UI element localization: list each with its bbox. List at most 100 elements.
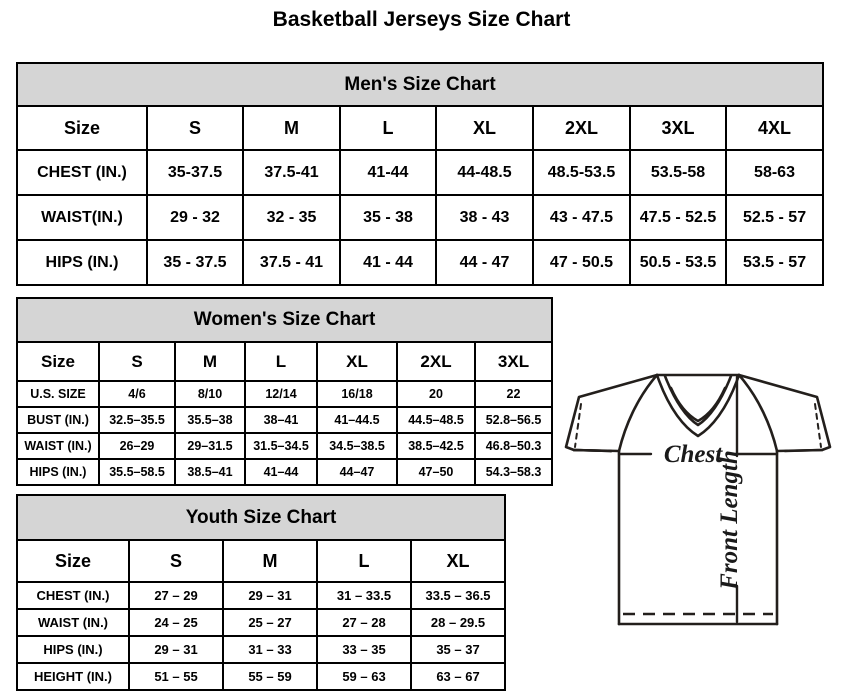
womens-hips-2xl: 47–50 — [396, 458, 476, 486]
table-row: U.S. SIZE 4/6 8/10 12/14 16/18 20 22 — [16, 380, 554, 408]
womens-bust-2xl: 44.5–48.5 — [396, 406, 476, 434]
youth-chest-s: 27 – 29 — [128, 581, 224, 610]
womens-hips-m: 38.5–41 — [174, 458, 246, 486]
table-row: WAIST(IN.) 29 - 32 32 - 35 35 - 38 38 - … — [16, 194, 825, 241]
youth-waist-s: 24 – 25 — [128, 608, 224, 637]
mens-waist-xl: 38 - 43 — [435, 194, 534, 241]
womens-header-m: M — [174, 341, 246, 382]
womens-header-size: Size — [16, 341, 100, 382]
jersey-outline-icon — [564, 373, 832, 626]
mens-chest-s: 35-37.5 — [146, 149, 244, 196]
womens-row-label-hips: HIPS (IN.) — [16, 458, 100, 486]
womens-ussize-2xl: 20 — [396, 380, 476, 408]
mens-section-title: Men's Size Chart — [15, 62, 825, 107]
mens-chest-xl: 44-48.5 — [435, 149, 534, 196]
womens-waist-3xl: 46.8–50.3 — [473, 432, 554, 460]
mens-waist-3xl: 47.5 - 52.5 — [629, 194, 727, 241]
table-row: CHEST (IN.) 35-37.5 37.5-41 41-44 44-48.… — [16, 149, 825, 196]
youth-header-s: S — [128, 539, 224, 583]
mens-header-size: Size — [16, 105, 148, 151]
womens-ussize-m: 8/10 — [174, 380, 246, 408]
womens-bust-xl: 41–44.5 — [316, 406, 398, 434]
youth-height-xl: 63 – 67 — [409, 662, 507, 691]
womens-hips-l: 41–44 — [244, 458, 318, 486]
mens-header-4xl: 4XL — [724, 105, 825, 151]
womens-hips-s: 35.5–58.5 — [98, 458, 176, 486]
mens-waist-2xl: 43 - 47.5 — [532, 194, 631, 241]
mens-chest-l: 41-44 — [339, 149, 437, 196]
womens-waist-l: 31.5–34.5 — [244, 432, 318, 460]
youth-header-l: L — [316, 539, 412, 583]
youth-row-label-hips: HIPS (IN.) — [16, 635, 130, 664]
womens-header-2xl: 2XL — [396, 341, 476, 382]
womens-row-label-waist: WAIST (IN.) — [16, 432, 100, 460]
youth-header-m: M — [222, 539, 318, 583]
table-row: HIPS (IN.) 35.5–58.5 38.5–41 41–44 44–47… — [16, 458, 554, 486]
table-row: WAIST (IN.) 24 – 25 25 – 27 27 – 28 28 –… — [16, 608, 507, 637]
womens-waist-s: 26–29 — [98, 432, 176, 460]
womens-ussize-l: 12/14 — [244, 380, 318, 408]
youth-hips-m: 31 – 33 — [222, 635, 318, 664]
mens-waist-4xl: 52.5 - 57 — [724, 194, 825, 241]
youth-row-label-height: HEIGHT (IN.) — [16, 662, 130, 691]
mens-hips-xl: 44 - 47 — [435, 239, 534, 286]
mens-chest-4xl: 58-63 — [724, 149, 825, 196]
mens-row-label-hips: HIPS (IN.) — [16, 239, 148, 286]
sleeve-cuff-dashed-lines — [574, 403, 822, 448]
youth-chest-l: 31 – 33.5 — [316, 581, 412, 610]
youth-section-title-row: Youth Size Chart — [15, 494, 507, 541]
womens-header-l: L — [244, 341, 318, 382]
mens-header-l: L — [339, 105, 437, 151]
mens-hips-m: 37.5 - 41 — [242, 239, 341, 286]
page-title: Basketball Jerseys Size Chart — [272, 8, 571, 31]
womens-bust-m: 35.5–38 — [174, 406, 246, 434]
womens-header-row: Size S M L XL 2XL 3XL — [16, 341, 554, 382]
mens-header-2xl: 2XL — [532, 105, 631, 151]
front-length-measure-label: Front Length — [716, 450, 743, 591]
womens-row-label-us-size: U.S. SIZE — [16, 380, 100, 408]
mens-header-m: M — [242, 105, 341, 151]
youth-row-label-chest: CHEST (IN.) — [16, 581, 130, 610]
youth-chest-m: 29 – 31 — [222, 581, 318, 610]
mens-hips-l: 41 - 44 — [339, 239, 437, 286]
womens-section-title-row: Women's Size Chart — [15, 297, 554, 343]
mens-hips-3xl: 50.5 - 53.5 — [629, 239, 727, 286]
youth-chest-xl: 33.5 – 36.5 — [409, 581, 507, 610]
youth-header-row: Size S M L XL — [16, 539, 507, 583]
womens-section-title: Women's Size Chart — [15, 297, 554, 343]
youth-height-l: 59 – 63 — [316, 662, 412, 691]
womens-header-3xl: 3XL — [473, 341, 554, 382]
womens-size-chart-table: Women's Size Chart Size S M L XL 2XL 3XL… — [15, 297, 554, 486]
youth-hips-xl: 35 – 37 — [409, 635, 507, 664]
youth-hips-s: 29 – 31 — [128, 635, 224, 664]
womens-ussize-s: 4/6 — [98, 380, 176, 408]
womens-header-xl: XL — [316, 341, 398, 382]
womens-bust-s: 32.5–35.5 — [98, 406, 176, 434]
mens-waist-m: 32 - 35 — [242, 194, 341, 241]
mens-waist-s: 29 - 32 — [146, 194, 244, 241]
mens-waist-l: 35 - 38 — [339, 194, 437, 241]
youth-size-chart-table: Youth Size Chart Size S M L XL CHEST (IN… — [15, 494, 507, 691]
jersey-measurement-diagram: Chest Front Length — [553, 350, 843, 670]
youth-height-s: 51 – 55 — [128, 662, 224, 691]
mens-row-label-chest: CHEST (IN.) — [16, 149, 148, 196]
youth-section-title: Youth Size Chart — [15, 494, 507, 541]
youth-header-xl: XL — [409, 539, 507, 583]
youth-hips-l: 33 – 35 — [316, 635, 412, 664]
womens-bust-3xl: 52.8–56.5 — [473, 406, 554, 434]
table-row: WAIST (IN.) 26–29 29–31.5 31.5–34.5 34.5… — [16, 432, 554, 460]
chest-measure-label: Chest — [664, 441, 723, 468]
mens-row-label-waist: WAIST(IN.) — [16, 194, 148, 241]
right-cuff-dashed-line — [814, 403, 822, 448]
mens-header-3xl: 3XL — [629, 105, 727, 151]
womens-hips-3xl: 54.3–58.3 — [473, 458, 554, 486]
mens-chest-m: 37.5-41 — [242, 149, 341, 196]
mens-section-title-row: Men's Size Chart — [15, 62, 825, 107]
youth-row-label-waist: WAIST (IN.) — [16, 608, 130, 637]
table-row: HIPS (IN.) 29 – 31 31 – 33 33 – 35 35 – … — [16, 635, 507, 664]
youth-waist-l: 27 – 28 — [316, 608, 412, 637]
mens-chest-3xl: 53.5-58 — [629, 149, 727, 196]
mens-chest-2xl: 48.5-53.5 — [532, 149, 631, 196]
mens-hips-4xl: 53.5 - 57 — [724, 239, 825, 286]
mens-header-row: Size S M L XL 2XL 3XL 4XL — [16, 105, 825, 151]
